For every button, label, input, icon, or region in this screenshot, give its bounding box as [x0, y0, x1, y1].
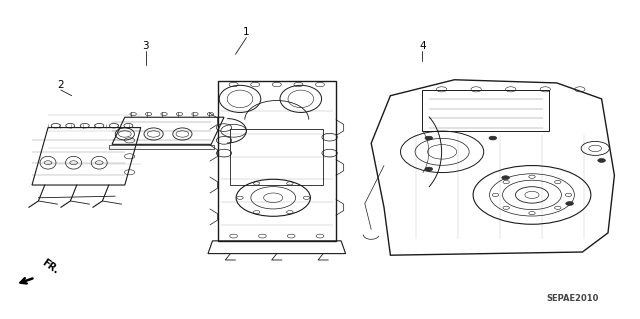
- Circle shape: [425, 167, 433, 171]
- Text: 1: 1: [243, 27, 250, 37]
- Text: FR.: FR.: [40, 257, 61, 276]
- Circle shape: [425, 136, 433, 140]
- Circle shape: [566, 202, 573, 205]
- Text: 3: 3: [143, 41, 149, 51]
- Bar: [109, 145, 214, 149]
- Circle shape: [502, 176, 509, 180]
- Text: 4: 4: [419, 41, 426, 51]
- Circle shape: [489, 136, 497, 140]
- Bar: [230, 129, 323, 185]
- Bar: [422, 90, 549, 131]
- Circle shape: [598, 159, 605, 162]
- Text: SEPAE2010: SEPAE2010: [547, 294, 599, 303]
- Text: 2: 2: [58, 79, 64, 90]
